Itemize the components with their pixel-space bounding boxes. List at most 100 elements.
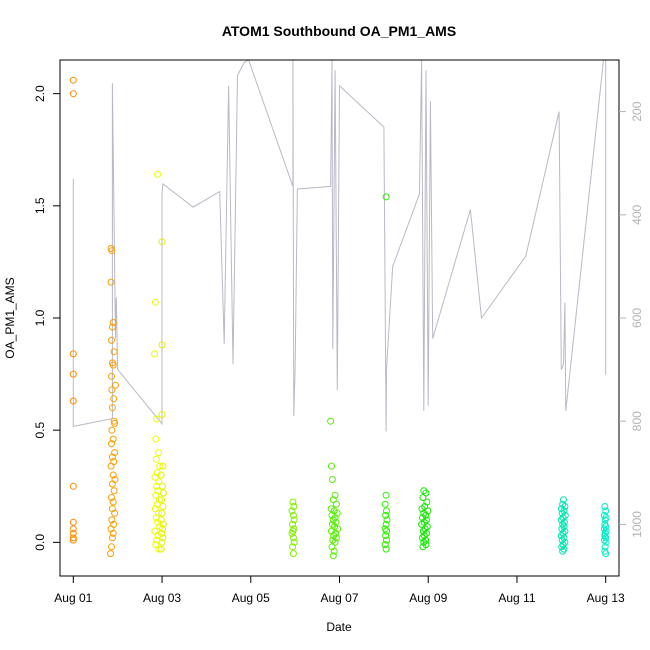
data-point-7-20 — [420, 538, 428, 546]
data-point-8-1 — [559, 500, 567, 508]
data-point-6-4 — [382, 511, 390, 519]
data-point-7-5 — [418, 505, 426, 513]
data-point-3-25 — [155, 545, 163, 553]
data-point-3-7 — [156, 462, 164, 470]
data-point-5-5 — [332, 500, 340, 508]
data-point-8-6 — [561, 511, 569, 519]
data-point-3-15 — [153, 500, 161, 508]
data-point-3-19 — [154, 518, 162, 526]
data-point-1-6 — [110, 348, 118, 356]
y-axis-left: 0.0 0.5 1.0 1.5 2.0 — [33, 85, 60, 551]
data-point-3-20 — [156, 523, 164, 531]
data-point-9-7 — [600, 525, 608, 533]
y-axis-right: 200 400 600 800 1000 — [619, 101, 644, 538]
data-point-4-3 — [289, 511, 297, 519]
data-point-3-23 — [153, 536, 161, 544]
data-point-1-17 — [109, 435, 117, 443]
x-tick-label-1: Aug 03 — [143, 591, 181, 605]
data-point-0-1 — [69, 90, 77, 98]
data-point-8-16 — [560, 534, 568, 542]
data-point-1-11 — [108, 386, 116, 394]
data-point-7-2 — [419, 494, 427, 501]
data-point-3-0 — [151, 298, 159, 306]
data-point-2-0 — [158, 238, 166, 246]
data-point-8-2 — [561, 503, 569, 510]
data-point-1-22 — [107, 462, 115, 470]
data-point-2-13 — [158, 529, 166, 537]
data-point-4-2 — [288, 507, 296, 515]
data-point-4-10 — [290, 538, 298, 546]
x-tick-label-6: Aug 13 — [587, 591, 625, 605]
data-point-2-1 — [158, 341, 166, 349]
x-tick-label-5: Aug 11 — [498, 591, 535, 605]
data-points-layer — [69, 76, 610, 560]
data-point-9-16 — [602, 550, 610, 558]
data-point-3-11 — [153, 482, 161, 490]
data-point-4-0 — [289, 498, 297, 506]
data-point-8-11 — [560, 523, 568, 531]
y-tick-label-1: 0.5 — [33, 422, 47, 439]
y2-tick-label-0: 200 — [630, 101, 644, 121]
data-point-3-4 — [152, 435, 160, 443]
data-point-2-11 — [159, 520, 167, 528]
data-point-2-7 — [158, 496, 166, 504]
data-point-1-12 — [110, 395, 118, 403]
data-point-6-11 — [381, 541, 389, 549]
data-point-3-22 — [154, 532, 162, 540]
data-point-5-17 — [332, 529, 339, 537]
data-point-5-20 — [329, 536, 337, 544]
data-point-3-13 — [152, 491, 160, 499]
data-point-0-8 — [69, 529, 77, 537]
data-point-1-28 — [109, 498, 117, 506]
data-point-3-5 — [155, 449, 162, 457]
data-point-5-2 — [328, 476, 336, 483]
x-tick-label-4: Aug 09 — [409, 591, 447, 605]
data-point-1-18 — [108, 440, 115, 448]
data-point-1-25 — [108, 480, 116, 488]
y-tick-label-2: 1.0 — [33, 309, 47, 326]
data-point-3-3 — [153, 415, 161, 423]
data-point-7-22 — [419, 543, 427, 551]
data-point-0-0 — [69, 76, 77, 84]
data-point-5-3 — [331, 491, 339, 499]
y2-tick-label-1: 400 — [630, 204, 644, 224]
data-point-3-6 — [152, 455, 160, 463]
data-point-2-8 — [159, 503, 167, 510]
data-point-2-3 — [159, 462, 167, 470]
data-point-8-13 — [561, 527, 569, 535]
data-point-6-10 — [383, 536, 390, 544]
y-tick-label-4: 2.0 — [33, 85, 47, 102]
data-point-5-23 — [330, 547, 338, 555]
data-point-3-1 — [151, 350, 158, 358]
data-point-8-20 — [558, 543, 566, 551]
data-point-6-8 — [383, 527, 390, 535]
data-point-2-4 — [157, 471, 165, 479]
data-point-2-16 — [157, 545, 165, 553]
data-point-1-30 — [111, 509, 119, 517]
data-point-5-24 — [329, 552, 337, 560]
data-point-7-7 — [420, 509, 428, 517]
y-axis-label: OA_PM1_AMS — [3, 277, 17, 358]
data-point-9-4 — [601, 516, 609, 524]
data-point-9-0 — [601, 503, 609, 510]
data-point-4-8 — [288, 529, 296, 537]
altitude-line — [72, 59, 607, 432]
data-point-7-14 — [421, 525, 429, 533]
data-point-4-9 — [289, 534, 297, 542]
x-axis-label: Date — [326, 620, 352, 634]
data-point-7-10 — [423, 516, 430, 524]
data-point-6-3 — [383, 507, 390, 515]
data-point-0-5 — [69, 482, 77, 490]
data-point-2-2 — [158, 411, 166, 418]
data-point-5-0 — [327, 417, 335, 425]
data-point-0-10 — [69, 536, 77, 544]
data-point-0-2 — [69, 350, 77, 358]
data-point-9-14 — [601, 543, 609, 551]
data-point-7-16 — [423, 529, 430, 537]
y2-tick-label-4: 1000 — [630, 511, 644, 538]
data-point-6-2 — [381, 500, 389, 508]
data-point-9-12 — [600, 536, 608, 544]
data-point-5-1 — [328, 462, 335, 470]
data-point-1-27 — [108, 494, 115, 501]
data-point-4-4 — [290, 516, 298, 524]
